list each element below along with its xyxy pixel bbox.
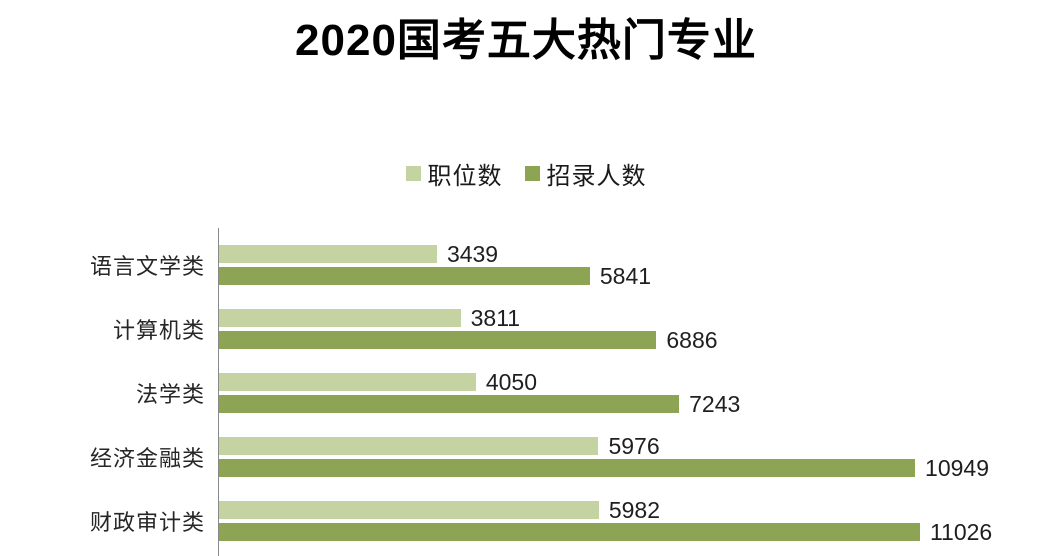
bar-positions: [218, 501, 599, 519]
category-label: 计算机类: [112, 318, 205, 343]
bar-recruits: [218, 459, 916, 477]
bar-group: 财政审计类 5982 11026: [0, 496, 1052, 545]
bar-group: 经济金融类 5976 10949: [0, 432, 1052, 481]
bar-positions: [218, 245, 437, 263]
legend-swatch-recruits-icon: [524, 166, 540, 181]
legend-label-recruits: 招录人数: [546, 164, 647, 190]
value-label-recruits: 6886: [666, 326, 718, 353]
plot-area: 语言文学类 3439 5841 计算机类: [0, 228, 1052, 556]
bar-group: 计算机类 3811 6886: [0, 304, 1052, 353]
bar-recruits: [218, 267, 590, 285]
y-axis-line: [218, 228, 219, 556]
value-label-recruits: 10949: [925, 454, 990, 481]
legend-label-positions: 职位数: [427, 164, 503, 190]
value-label-positions: 5976: [608, 432, 660, 459]
value-label-recruits: 11026: [929, 518, 993, 545]
category-label: 财政审计类: [89, 510, 205, 535]
bar-positions: [218, 373, 476, 391]
value-label-positions: 5982: [608, 496, 660, 523]
category-label: 法学类: [135, 382, 205, 407]
value-label-recruits: 7243: [689, 390, 741, 417]
category-label: 语言文学类: [89, 254, 205, 279]
legend-item-recruits: 招录人数: [524, 156, 647, 191]
bar-recruits: [218, 395, 680, 413]
bar-positions: [218, 309, 461, 327]
value-label-positions: 4050: [485, 368, 537, 395]
category-label: 经济金融类: [89, 446, 205, 471]
bar-group: 法学类 4050 7243: [0, 368, 1052, 417]
bar-groups: 语言文学类 3439 5841 计算机类: [0, 228, 1052, 545]
chart-title: 2020国考五大热门专业: [295, 16, 757, 65]
bar-positions: [218, 437, 599, 455]
bar-recruits: [218, 523, 920, 541]
legend: 职位数 招录人数: [0, 156, 1052, 191]
legend-item-positions: 职位数: [405, 156, 503, 191]
value-label-positions: 3811: [470, 304, 521, 331]
bar-recruits: [218, 331, 657, 349]
value-label-recruits: 5841: [599, 262, 652, 289]
legend-swatch-positions-icon: [405, 166, 421, 181]
value-label-positions: 3439: [446, 240, 499, 267]
bar-group: 语言文学类 3439 5841: [0, 240, 1052, 289]
